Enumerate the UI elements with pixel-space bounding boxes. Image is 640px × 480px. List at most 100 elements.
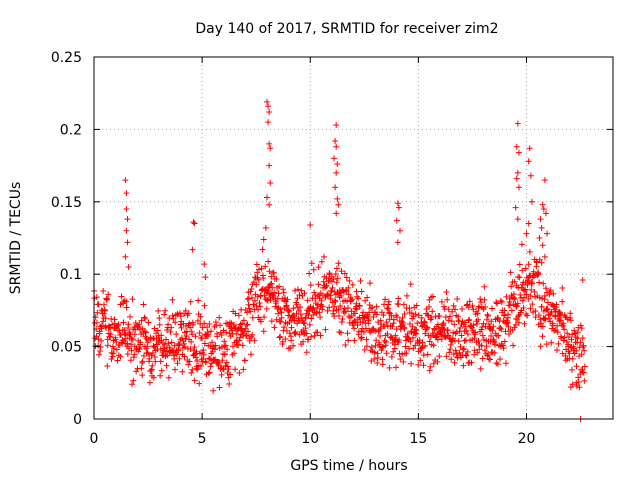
data-point	[543, 341, 550, 348]
data-point	[429, 293, 436, 300]
data-point	[447, 341, 454, 348]
data-point	[477, 365, 484, 372]
data-point	[276, 283, 283, 290]
data-point	[575, 374, 582, 381]
data-point	[351, 325, 358, 332]
data-point	[333, 169, 340, 176]
data-point	[130, 377, 137, 384]
data-point	[482, 303, 489, 310]
data-point	[500, 345, 507, 352]
data-point	[123, 304, 130, 311]
data-point	[366, 309, 373, 316]
data-point	[522, 265, 529, 272]
data-point	[135, 324, 142, 331]
data-point	[507, 302, 514, 309]
data-point	[399, 314, 406, 321]
data-point	[338, 268, 345, 275]
data-point	[436, 313, 443, 320]
data-point	[206, 369, 213, 376]
data-point	[349, 281, 356, 288]
data-point	[461, 345, 468, 352]
data-point	[561, 326, 568, 333]
data-point	[280, 289, 287, 296]
data-point	[260, 275, 267, 282]
data-point	[150, 343, 157, 350]
data-point	[390, 316, 397, 323]
data-point	[189, 246, 196, 253]
data-point	[474, 349, 481, 356]
data-point	[187, 345, 194, 352]
data-point	[223, 329, 230, 336]
data-point	[403, 292, 410, 299]
data-point	[240, 366, 247, 373]
data-point	[427, 363, 434, 370]
data-point	[464, 331, 471, 338]
data-point	[358, 334, 365, 341]
data-point	[100, 301, 107, 308]
data-point	[300, 319, 307, 326]
data-point	[515, 319, 522, 326]
data-point	[333, 265, 340, 272]
data-point	[285, 307, 292, 314]
data-point	[317, 314, 324, 321]
data-point	[332, 137, 339, 144]
data-point	[303, 330, 310, 337]
y-tick-labels: 0 0.05 0.1 0.15 0.2 0.25	[51, 50, 82, 428]
data-point	[558, 311, 565, 318]
data-point	[121, 327, 128, 334]
data-point	[291, 330, 298, 337]
data-point	[363, 325, 370, 332]
data-point	[404, 330, 411, 337]
data-point	[257, 303, 264, 310]
data-point	[559, 298, 566, 305]
data-point	[318, 258, 325, 265]
data-point	[501, 338, 508, 345]
data-point	[412, 311, 419, 318]
data-point	[337, 303, 344, 310]
data-point	[515, 149, 522, 156]
data-point	[247, 351, 254, 358]
data-point	[430, 360, 437, 367]
data-point	[324, 307, 331, 314]
data-point	[139, 359, 146, 366]
data-point	[418, 345, 425, 352]
data-point	[548, 339, 555, 346]
data-point	[264, 287, 271, 294]
data-point	[377, 333, 384, 340]
data-point	[513, 175, 520, 182]
data-point	[157, 358, 164, 365]
data-point	[516, 261, 523, 268]
data-point	[308, 315, 315, 322]
data-point	[481, 283, 488, 290]
data-point	[527, 293, 534, 300]
data-point	[498, 341, 505, 348]
data-point	[422, 342, 429, 349]
data-point	[302, 325, 309, 332]
data-point	[93, 294, 100, 301]
data-point	[245, 328, 252, 335]
data-point	[444, 296, 451, 303]
data-point	[104, 296, 111, 303]
data-point	[212, 342, 219, 349]
data-point	[445, 306, 452, 313]
data-point	[267, 281, 274, 288]
data-point	[270, 269, 277, 276]
data-point	[367, 305, 374, 312]
data-point	[150, 374, 157, 381]
data-point	[556, 315, 563, 322]
data-point	[525, 158, 532, 165]
data-point	[510, 291, 517, 298]
data-point	[383, 350, 390, 357]
data-point	[403, 350, 410, 357]
data-point	[225, 366, 232, 373]
data-point	[317, 332, 324, 339]
data-point	[277, 306, 284, 313]
data-point	[311, 332, 318, 339]
data-point	[475, 316, 482, 323]
data-point	[501, 307, 508, 314]
data-point	[176, 355, 183, 362]
data-point	[526, 248, 533, 255]
data-point	[434, 336, 441, 343]
data-point	[571, 327, 578, 334]
data-point	[227, 371, 234, 378]
